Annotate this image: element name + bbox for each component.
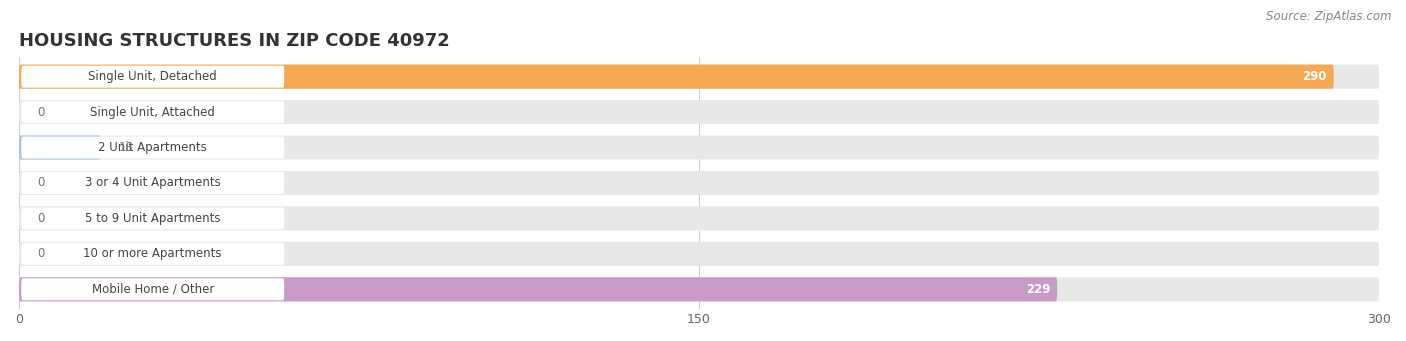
FancyBboxPatch shape xyxy=(20,135,1379,160)
FancyBboxPatch shape xyxy=(20,206,1379,231)
FancyBboxPatch shape xyxy=(20,277,1379,301)
FancyBboxPatch shape xyxy=(21,172,284,194)
Text: Single Unit, Attached: Single Unit, Attached xyxy=(90,106,215,119)
Text: Source: ZipAtlas.com: Source: ZipAtlas.com xyxy=(1267,10,1392,23)
Text: 0: 0 xyxy=(37,106,45,119)
FancyBboxPatch shape xyxy=(20,242,1379,266)
FancyBboxPatch shape xyxy=(21,136,284,159)
Text: 0: 0 xyxy=(37,177,45,190)
FancyBboxPatch shape xyxy=(21,66,284,88)
Text: 2 Unit Apartments: 2 Unit Apartments xyxy=(98,141,207,154)
Text: Single Unit, Detached: Single Unit, Detached xyxy=(89,70,217,83)
FancyBboxPatch shape xyxy=(21,207,284,229)
FancyBboxPatch shape xyxy=(20,100,1379,124)
FancyBboxPatch shape xyxy=(21,278,284,300)
Text: 3 or 4 Unit Apartments: 3 or 4 Unit Apartments xyxy=(84,177,221,190)
Text: Mobile Home / Other: Mobile Home / Other xyxy=(91,283,214,296)
FancyBboxPatch shape xyxy=(20,64,1334,89)
FancyBboxPatch shape xyxy=(20,277,1057,301)
Text: 0: 0 xyxy=(37,247,45,261)
FancyBboxPatch shape xyxy=(21,243,284,265)
Text: HOUSING STRUCTURES IN ZIP CODE 40972: HOUSING STRUCTURES IN ZIP CODE 40972 xyxy=(20,32,450,50)
Text: 290: 290 xyxy=(1302,70,1327,83)
Text: 10 or more Apartments: 10 or more Apartments xyxy=(83,247,222,261)
FancyBboxPatch shape xyxy=(20,135,101,160)
FancyBboxPatch shape xyxy=(20,64,1379,89)
FancyBboxPatch shape xyxy=(20,171,1379,195)
Text: 229: 229 xyxy=(1026,283,1050,296)
Text: 5 to 9 Unit Apartments: 5 to 9 Unit Apartments xyxy=(84,212,221,225)
Text: 0: 0 xyxy=(37,212,45,225)
FancyBboxPatch shape xyxy=(21,101,284,123)
Text: 18: 18 xyxy=(118,141,134,154)
